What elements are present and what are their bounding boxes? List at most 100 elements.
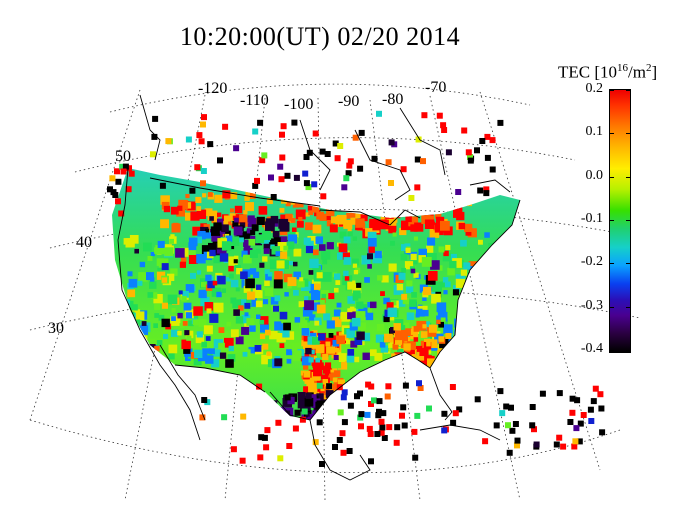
tec-cell bbox=[278, 411, 288, 420]
tec-cell bbox=[500, 247, 508, 256]
receiver-marker bbox=[376, 398, 383, 405]
tec-cell bbox=[182, 291, 189, 298]
tec-cell bbox=[229, 236, 240, 246]
tec-cell bbox=[504, 234, 513, 242]
tec-cell bbox=[423, 286, 432, 296]
tec-cell bbox=[196, 254, 206, 264]
tec-cell bbox=[160, 195, 170, 205]
receiver-marker bbox=[456, 406, 463, 413]
tec-cell bbox=[505, 270, 512, 277]
tec-cell bbox=[272, 230, 280, 238]
tec-cell bbox=[344, 276, 350, 281]
tec-cell bbox=[154, 345, 160, 352]
tec-cell bbox=[467, 198, 472, 203]
tec-cell bbox=[307, 236, 317, 246]
tec-cell bbox=[403, 336, 408, 342]
tec-cell bbox=[355, 212, 361, 218]
receiver-marker bbox=[346, 162, 353, 169]
receiver-marker bbox=[386, 424, 393, 431]
colorbar-tick-mark bbox=[626, 90, 631, 91]
tec-cell bbox=[437, 265, 443, 271]
receiver-marker bbox=[381, 435, 388, 441]
tec-cell bbox=[219, 352, 227, 359]
tec-cell bbox=[198, 318, 207, 327]
tec-cell bbox=[122, 320, 128, 326]
tec-cell bbox=[422, 309, 429, 317]
tec-cell bbox=[471, 297, 478, 303]
tec-cell bbox=[198, 351, 208, 362]
colorbar-tick-mark bbox=[609, 263, 614, 265]
tec-cell bbox=[365, 312, 374, 321]
tec-cell bbox=[312, 265, 321, 275]
tec-cell bbox=[486, 279, 492, 286]
tec-cell bbox=[303, 403, 311, 411]
tec-cell bbox=[217, 212, 222, 217]
tec-cell bbox=[432, 194, 441, 204]
tec-cell bbox=[213, 255, 222, 264]
colorbar-tick-mark bbox=[609, 133, 614, 135]
tec-cell bbox=[249, 320, 255, 326]
tec-cell bbox=[392, 343, 399, 350]
receiver-marker bbox=[441, 410, 448, 417]
tec-cell bbox=[422, 324, 427, 329]
receiver-marker bbox=[324, 151, 331, 157]
tec-cell bbox=[294, 409, 301, 416]
tec-cell bbox=[322, 353, 329, 360]
tec-cell bbox=[491, 309, 499, 318]
tec-cell bbox=[352, 290, 361, 299]
tec-cell bbox=[347, 308, 354, 315]
tec-cell bbox=[274, 358, 283, 367]
tec-cell bbox=[347, 296, 356, 304]
receiver-marker bbox=[402, 382, 409, 389]
receiver-marker bbox=[261, 152, 268, 159]
tec-cell bbox=[355, 196, 364, 205]
tec-cell bbox=[244, 195, 250, 201]
tec-cell bbox=[415, 345, 423, 353]
tec-cell bbox=[339, 231, 347, 239]
tec-cell bbox=[308, 384, 317, 394]
receiver-marker bbox=[261, 434, 268, 441]
tec-cell bbox=[245, 190, 254, 199]
tec-cell bbox=[315, 344, 325, 354]
tec-cell bbox=[329, 413, 335, 418]
tec-cell bbox=[238, 305, 244, 311]
tec-cell bbox=[313, 249, 319, 256]
tec-cell bbox=[468, 193, 475, 200]
tec-cell bbox=[249, 192, 256, 199]
tec-cell bbox=[239, 222, 246, 228]
tec-cell bbox=[287, 277, 297, 287]
tec-cell bbox=[196, 331, 203, 338]
receiver-marker bbox=[497, 388, 504, 395]
tec-cell bbox=[333, 355, 339, 360]
tec-cell bbox=[331, 216, 338, 224]
receiver-marker bbox=[207, 141, 214, 148]
receiver-marker bbox=[414, 412, 421, 419]
tec-cell bbox=[249, 325, 256, 332]
tec-cell bbox=[266, 351, 272, 356]
tec-cell bbox=[274, 321, 284, 331]
receiver-marker bbox=[509, 427, 516, 434]
receiver-marker bbox=[358, 129, 365, 136]
tec-cell bbox=[252, 271, 260, 278]
tec-cell bbox=[519, 354, 520, 360]
tec-cell bbox=[387, 307, 397, 317]
tec-cell bbox=[272, 400, 278, 405]
tec-cell bbox=[404, 366, 413, 375]
lon-label-70w: -70 bbox=[425, 79, 447, 96]
receiver-marker bbox=[343, 175, 350, 182]
receiver-marker bbox=[194, 164, 201, 171]
receiver-marker bbox=[489, 166, 496, 173]
tec-cell bbox=[325, 341, 331, 347]
tec-cell bbox=[394, 204, 402, 212]
receiver-marker bbox=[366, 425, 373, 432]
tec-cell bbox=[467, 228, 477, 238]
tec-cell bbox=[125, 238, 135, 248]
tec-cell bbox=[341, 344, 351, 354]
receiver-marker bbox=[340, 449, 347, 456]
tec-cell bbox=[185, 312, 192, 319]
tec-cell bbox=[367, 264, 372, 269]
tec-cell bbox=[309, 314, 316, 321]
map-title: 10:20:00(UT) 02/20 2014 bbox=[179, 22, 461, 51]
tec-cell bbox=[364, 277, 370, 283]
receiver-marker bbox=[474, 396, 481, 403]
